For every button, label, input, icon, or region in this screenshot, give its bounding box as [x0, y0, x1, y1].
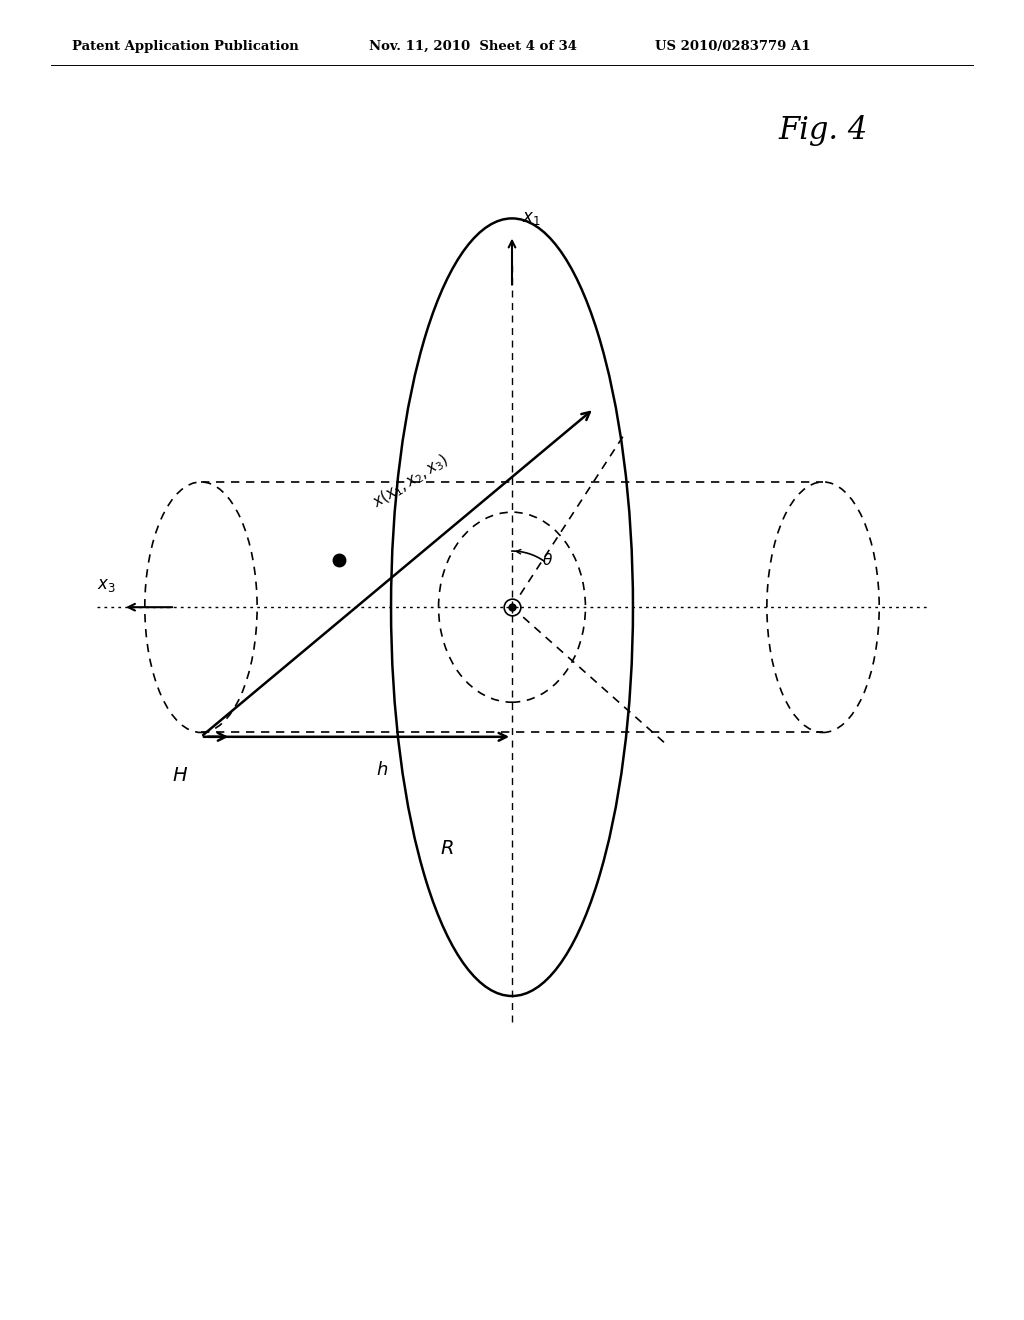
Text: Nov. 11, 2010  Sheet 4 of 34: Nov. 11, 2010 Sheet 4 of 34	[369, 40, 577, 53]
Text: $h$: $h$	[376, 762, 388, 779]
Text: $x(x_1, x_2, x_3)$: $x(x_1, x_2, x_3)$	[370, 451, 453, 512]
Text: $\theta$: $\theta$	[543, 552, 553, 569]
Text: Fig. 4: Fig. 4	[778, 115, 867, 145]
Text: US 2010/0283779 A1: US 2010/0283779 A1	[655, 40, 811, 53]
Text: $x_3$: $x_3$	[96, 577, 116, 594]
Text: $R$: $R$	[440, 840, 454, 858]
Text: Patent Application Publication: Patent Application Publication	[72, 40, 298, 53]
Text: $x_1$: $x_1$	[522, 210, 541, 227]
Text: $H$: $H$	[172, 767, 188, 785]
